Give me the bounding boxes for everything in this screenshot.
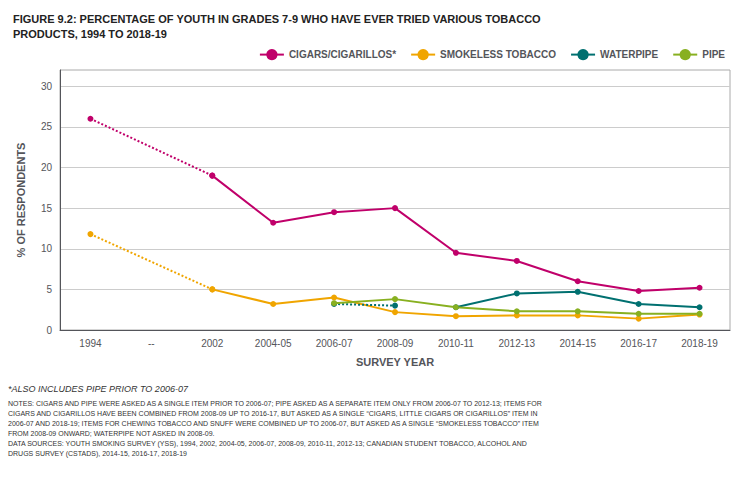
- svg-text:0: 0: [46, 325, 52, 336]
- svg-text:2012-13: 2012-13: [498, 338, 535, 349]
- svg-text:FIGURE 9.2: PERCENTAGE OF YOUT: FIGURE 9.2: PERCENTAGE OF YOUTH IN GRADE…: [13, 13, 541, 25]
- svg-text:DATA SOURCES: YOUTH SMOKING SU: DATA SOURCES: YOUTH SMOKING SURVEY (YSS)…: [8, 440, 527, 448]
- svg-text:--: --: [148, 338, 155, 349]
- svg-text:2008-09: 2008-09: [377, 338, 414, 349]
- svg-text:2010-11: 2010-11: [438, 338, 474, 349]
- svg-text:2014-15: 2014-15: [559, 338, 596, 349]
- svg-text:2016-17: 2016-17: [620, 338, 657, 349]
- svg-text:2004-05: 2004-05: [255, 338, 292, 349]
- svg-text:15: 15: [41, 203, 53, 214]
- svg-text:SURVEY YEAR: SURVEY YEAR: [356, 356, 434, 368]
- svg-text:2002: 2002: [201, 338, 224, 349]
- svg-text:SMOKELESS TOBACCO: SMOKELESS TOBACCO: [440, 49, 556, 60]
- svg-text:5: 5: [46, 284, 52, 295]
- svg-text:PIPE: PIPE: [702, 49, 725, 60]
- svg-text:25: 25: [41, 121, 53, 132]
- svg-text:CIGARS AND CIGARILLOS HAVE BEE: CIGARS AND CIGARILLOS HAVE BEEN COMBINED…: [8, 410, 538, 417]
- svg-text:20: 20: [41, 162, 53, 173]
- svg-text:% OF RESPONDENTS: % OF RESPONDENTS: [15, 143, 27, 258]
- svg-text:2006-07: 2006-07: [316, 338, 353, 349]
- svg-text:WATERPIPE: WATERPIPE: [600, 49, 658, 60]
- svg-text:30: 30: [41, 81, 53, 92]
- svg-text:2006-07 AND 2018-19; ITEMS FOR: 2006-07 AND 2018-19; ITEMS FOR CHEWING T…: [8, 420, 539, 427]
- svg-text:2018-19: 2018-19: [681, 338, 718, 349]
- svg-text:1994: 1994: [79, 338, 102, 349]
- svg-text:DRUGS SURVEY (CSTADS), 2014-15: DRUGS SURVEY (CSTADS), 2014-15, 2016-17,…: [8, 450, 187, 458]
- svg-text:FROM 2008-09 ONWARD; WATERPIPE: FROM 2008-09 ONWARD; WATERPIPE NOT ASKED…: [8, 430, 215, 437]
- svg-text:CIGARS/CIGARILLOS*: CIGARS/CIGARILLOS*: [289, 49, 396, 60]
- svg-text:*ALSO INCLUDES PIPE PRIOR TO 2: *ALSO INCLUDES PIPE PRIOR TO 2006-07: [8, 384, 189, 394]
- svg-text:PRODUCTS, 1994 TO 2018-19: PRODUCTS, 1994 TO 2018-19: [13, 28, 167, 40]
- svg-text:NOTES: CIGARS AND PIPE WERE AS: NOTES: CIGARS AND PIPE WERE ASKED AS A S…: [8, 400, 542, 407]
- svg-text:10: 10: [41, 243, 53, 254]
